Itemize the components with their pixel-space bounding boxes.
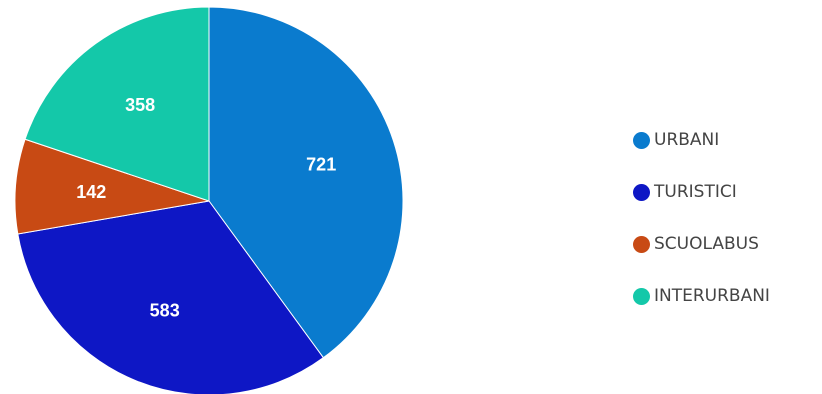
legend-label: SCUOLABUS: [654, 234, 759, 254]
legend-label: TURISTICI: [654, 182, 737, 202]
pie-slice-urbani[interactable]: [208, 6, 404, 359]
data-label-interurbani: 358: [125, 95, 155, 115]
data-label-turistici: 583: [150, 300, 180, 320]
legend-item-urbani[interactable]: URBANI: [633, 114, 770, 166]
legend-label: INTERURBANI: [654, 286, 770, 306]
chart-legend: URBANI TURISTICI SCUOLABUS INTERURBANI: [633, 114, 770, 322]
legend-swatch-icon: [633, 131, 650, 149]
legend-swatch-icon: [633, 235, 650, 253]
pie-slice-interurbani[interactable]: [24, 6, 210, 202]
pie-slice-scuolabus[interactable]: [14, 138, 210, 235]
legend-item-turistici[interactable]: TURISTICI: [633, 166, 770, 218]
legend-swatch-icon: [633, 287, 650, 305]
pie-slice-turistici[interactable]: [17, 200, 325, 394]
legend-label: URBANI: [654, 130, 720, 150]
data-label-scuolabus: 142: [76, 182, 106, 202]
legend-swatch-icon: [633, 183, 650, 201]
data-label-urbani: 721: [306, 154, 336, 174]
legend-item-scuolabus[interactable]: SCUOLABUS: [633, 218, 770, 270]
legend-item-interurbani[interactable]: INTERURBANI: [633, 270, 770, 322]
